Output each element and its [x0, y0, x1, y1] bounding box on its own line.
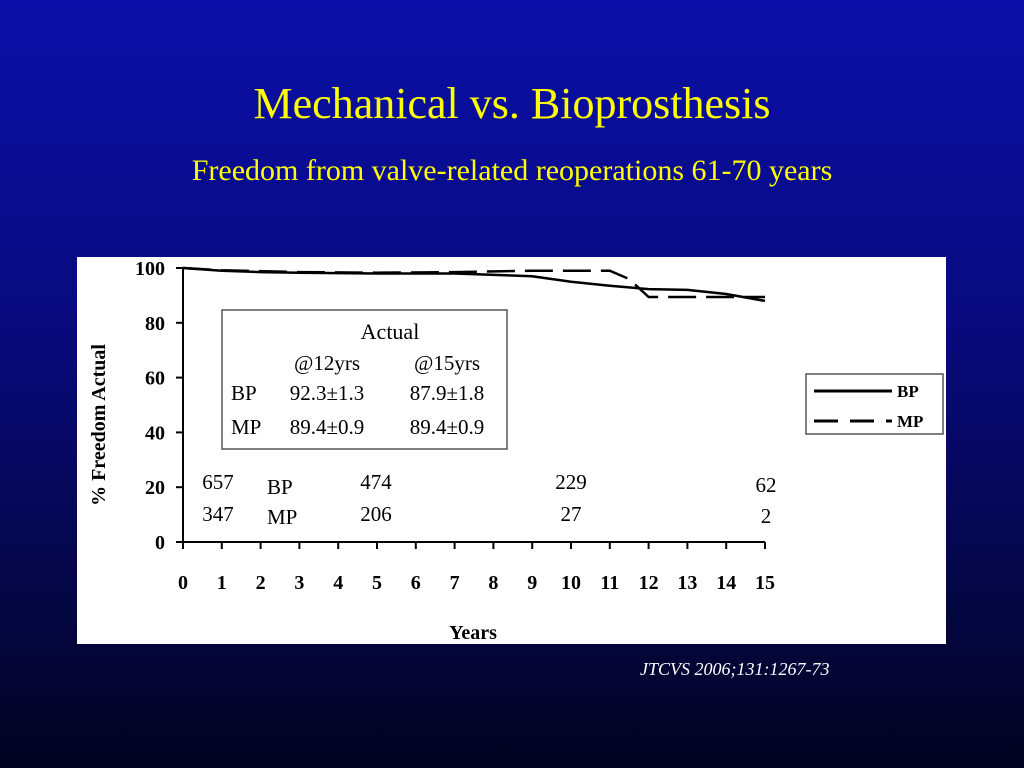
- at-risk-bp-year5: 474: [360, 470, 392, 494]
- legend-border: [805, 373, 944, 435]
- series-line-mp: [182, 266, 765, 299]
- actual-table-border: [221, 309, 508, 450]
- x-tick-label: 14: [716, 572, 736, 594]
- at-risk-bp-year10: 229: [555, 470, 587, 494]
- at-risk-mp-year5: 206: [360, 502, 392, 526]
- actual-bp-12yrs: 92.3±1.3: [290, 381, 365, 405]
- x-tick-label: 2: [256, 572, 266, 594]
- x-tick-label: 4: [333, 572, 343, 594]
- actual-bp-15yrs: 87.9±1.8: [410, 381, 485, 405]
- at-risk-label-bp: BP: [267, 475, 293, 499]
- actual-table-title: Actual: [361, 319, 420, 344]
- y-tick-label: 40: [145, 422, 165, 444]
- x-tick-label: 0: [178, 572, 188, 594]
- y-tick-label: 20: [145, 477, 165, 499]
- x-tick-label: 10: [561, 572, 581, 594]
- chart-panel: 0 20 40 60 80 100 0 1 2 3 4 5 6 7 8 9 10 11 12 13 14 15 % Fre…: [77, 257, 946, 644]
- actual-row-label-mp: MP: [231, 415, 261, 439]
- y-tick-label: 60: [145, 368, 165, 390]
- x-tick-label: 12: [639, 572, 659, 594]
- actual-header-12yrs: @12yrs: [294, 351, 360, 375]
- x-tick-label: 11: [600, 572, 619, 594]
- x-tick-label: 15: [755, 572, 775, 594]
- x-tick-label: 3: [294, 572, 304, 594]
- actual-values-table: Actual @12yrs @15yrs BP 92.3±1.3 87.9±1.…: [221, 309, 508, 450]
- at-risk-bp-year15: 62: [756, 473, 777, 497]
- x-tick-label: 8: [488, 572, 498, 594]
- chart-legend: BP MP: [805, 373, 944, 435]
- x-tick-label: 7: [450, 572, 460, 594]
- slide-title: Mechanical vs. Bioprosthesis: [253, 79, 771, 128]
- at-risk-mp-year10: 27: [561, 502, 582, 526]
- citation: JTCVS 2006;131:1267-73: [640, 659, 830, 679]
- x-tick-label: 5: [372, 572, 382, 594]
- at-risk-mp-year0: 347: [202, 502, 234, 526]
- legend-label-mp: MP: [897, 412, 923, 431]
- legend-label-bp: BP: [897, 382, 919, 401]
- slide-subtitle: Freedom from valve-related reoperations …: [191, 154, 833, 187]
- at-risk-mp-year15: 2: [761, 504, 772, 528]
- y-axis-label: % Freedom Actual: [88, 344, 110, 506]
- y-tick-label: 80: [145, 313, 165, 335]
- actual-row-label-bp: BP: [231, 381, 257, 405]
- x-tick-label: 9: [527, 572, 537, 594]
- actual-mp-12yrs: 89.4±0.9: [290, 415, 365, 439]
- y-tick-label: 0: [155, 532, 165, 554]
- actual-mp-15yrs: 89.4±0.9: [410, 415, 485, 439]
- at-risk-bp-year0: 657: [202, 470, 234, 494]
- x-tick-label: 6: [411, 572, 421, 594]
- x-tick-label: 1: [217, 572, 227, 594]
- x-tick-label: 13: [677, 572, 697, 594]
- chart-lines: [182, 266, 766, 303]
- y-tick-label: 100: [135, 258, 165, 280]
- at-risk-table: BP MP 657 347 474 206 229 27 62 2: [202, 470, 776, 529]
- at-risk-label-mp: MP: [267, 505, 297, 529]
- actual-header-15yrs: @15yrs: [414, 351, 480, 375]
- x-axis-label: Years: [449, 622, 497, 644]
